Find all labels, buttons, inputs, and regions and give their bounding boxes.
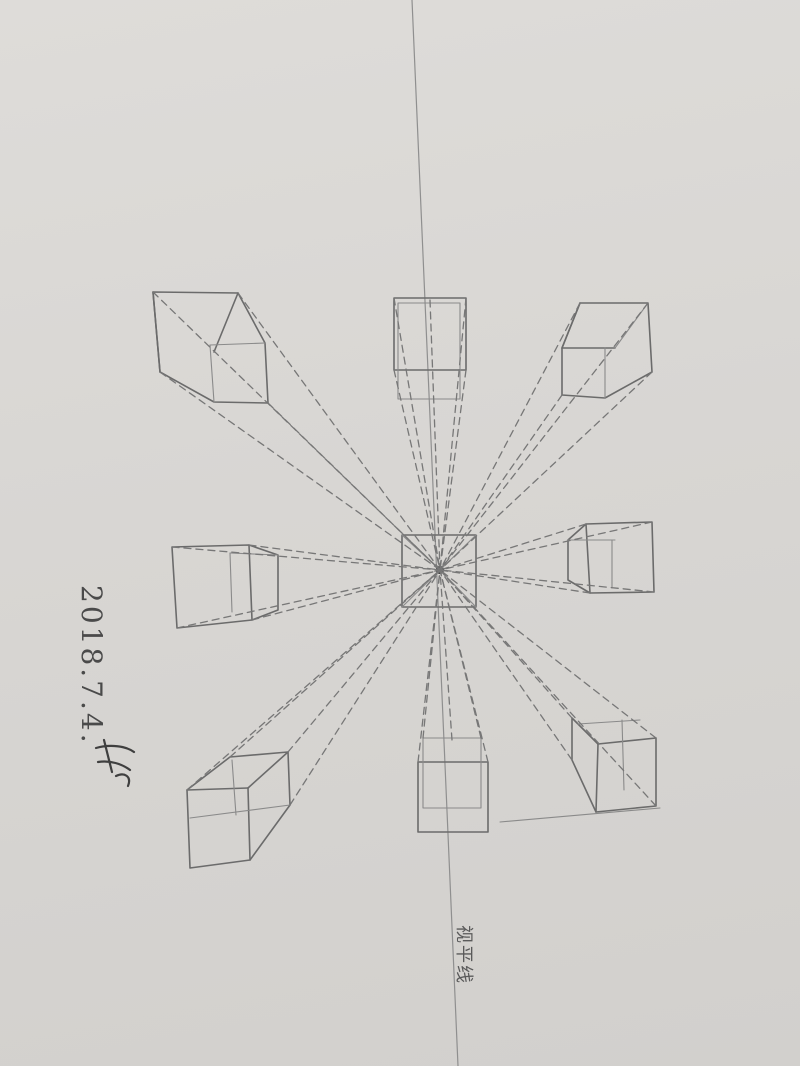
signature-mark <box>94 738 136 788</box>
guide-line <box>499 807 661 823</box>
cube-top-middle <box>393 297 467 571</box>
cube-middle-right <box>439 521 655 594</box>
horizon-line <box>411 0 459 1066</box>
cube-middle-left <box>171 544 441 629</box>
cube-bottom-middle <box>417 569 489 833</box>
cube-top-left <box>152 291 441 571</box>
horizon-label: 视平线 <box>453 925 474 985</box>
date-note: 2018.7.4. <box>75 585 108 746</box>
cube-bottom-left <box>186 569 441 869</box>
cube-bottom-right <box>439 569 657 813</box>
cube-top-right <box>439 302 653 571</box>
